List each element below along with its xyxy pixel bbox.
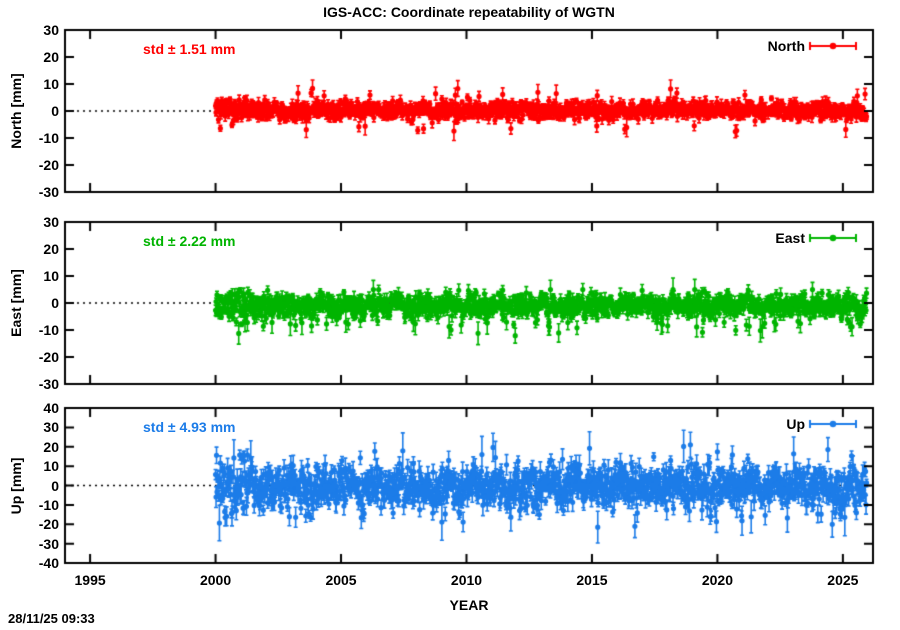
tick-label: 2010 bbox=[450, 572, 483, 588]
tick-label: -20 bbox=[38, 349, 59, 365]
tick-label: -20 bbox=[38, 157, 59, 173]
legend-label-east: East bbox=[775, 230, 805, 246]
tick-label: 2020 bbox=[701, 572, 733, 588]
tick-label: 20 bbox=[43, 49, 59, 65]
tick-label: 20 bbox=[43, 438, 59, 455]
legend-label-up: Up bbox=[786, 416, 805, 432]
std-label-north: std ± 1.51 mm bbox=[143, 41, 236, 57]
tick-label: 10 bbox=[43, 458, 59, 475]
tick-label: -10 bbox=[38, 322, 59, 338]
tick-label: 20 bbox=[43, 241, 59, 257]
tick-label: 10 bbox=[43, 268, 59, 284]
tick-label: -10 bbox=[38, 496, 59, 513]
tick-label: -10 bbox=[38, 130, 59, 146]
tick-label: 30 bbox=[43, 214, 59, 230]
tick-label: -40 bbox=[38, 555, 59, 571]
timestamp: 28/11/25 09:33 bbox=[8, 611, 95, 626]
tick-label: 2015 bbox=[576, 572, 608, 588]
tick-label: 30 bbox=[43, 22, 59, 38]
tick-label: 0 bbox=[51, 103, 59, 119]
tick-label: -20 bbox=[38, 516, 59, 533]
tick-label: -30 bbox=[38, 184, 59, 200]
legend-label-north: North bbox=[767, 38, 805, 54]
tick-label: -30 bbox=[38, 535, 59, 552]
tick-label: 1995 bbox=[74, 572, 106, 588]
tick-label: 30 bbox=[43, 419, 59, 436]
std-label-east: std ± 2.22 mm bbox=[143, 233, 236, 249]
tick-label: 2005 bbox=[325, 572, 357, 588]
std-label-up: std ± 4.93 mm bbox=[143, 419, 236, 435]
tick-label: 2025 bbox=[827, 572, 859, 588]
tick-label: 10 bbox=[43, 76, 59, 92]
tick-label: 2000 bbox=[199, 572, 232, 588]
tick-label: 0 bbox=[51, 295, 59, 311]
tick-label: 40 bbox=[43, 400, 59, 416]
chart-title: IGS-ACC: Coordinate repeatability of WGT… bbox=[323, 4, 615, 20]
tick-label: -30 bbox=[38, 376, 59, 392]
x-axis-label: YEAR bbox=[449, 597, 489, 613]
tick-label: 0 bbox=[51, 477, 59, 494]
